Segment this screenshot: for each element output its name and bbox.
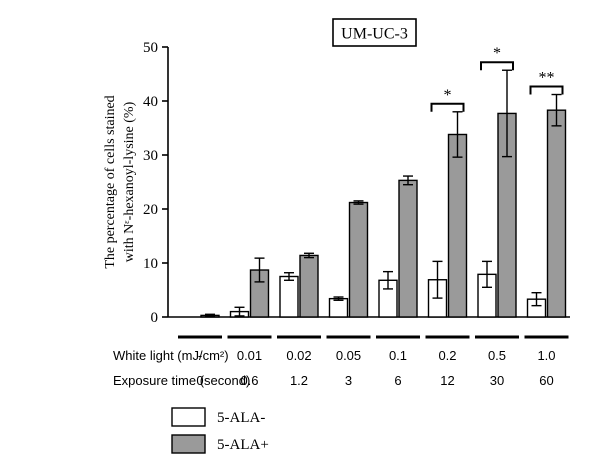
bar-ala-plus-5: [447, 133, 468, 318]
exposure-time-value-4: 6: [394, 373, 401, 388]
y-tick-label-3: 30: [143, 148, 158, 164]
exposure-time-value-2: 1.2: [290, 373, 308, 388]
exposure-time-value-0: 0: [196, 373, 203, 388]
white-light-value-1: 0.01: [237, 348, 262, 363]
y-axis: 0 10 20 30 40 50: [143, 40, 169, 326]
y-tick-label-4: 40: [143, 94, 158, 110]
legend-swatch-1: [171, 434, 206, 454]
legend-label-0: 5-ALA-: [217, 410, 265, 426]
bar-ala-plus-3: [348, 201, 369, 318]
white-light-value-5: 0.2: [438, 348, 456, 363]
significance-bracket-1: [480, 61, 514, 71]
chart-title: UM-UC-3: [341, 26, 408, 43]
y-axis-label-line-1: The percentage of cells stained: [103, 95, 118, 268]
significance-label-0: *: [444, 87, 452, 104]
y-tick-label-5: 50: [143, 40, 158, 56]
legend-label-1: 5-ALA+: [217, 437, 269, 453]
error-bars: [205, 69, 562, 318]
significance-bracket-2: [529, 85, 564, 95]
significance-bracket-0: [430, 102, 465, 112]
white-light-value-4: 0.1: [389, 348, 407, 363]
chart-title-box: UM-UC-3: [332, 18, 417, 47]
y-tick-label-2: 20: [143, 202, 158, 218]
y-axis-label: The percentage of cells stained with Nᵋ-…: [103, 95, 137, 268]
significance-label-1: *: [493, 45, 501, 62]
white-light-value-0: -: [198, 348, 202, 363]
legend-swatch-0: [171, 407, 206, 427]
white-light-value-6: 0.5: [488, 348, 506, 363]
white-light-value-2: 0.02: [286, 348, 311, 363]
exposure-time-row-label: Exposure time (second): [113, 373, 250, 388]
white-light-row-label: White light (mJ/cm²): [113, 348, 229, 363]
y-tick-label-1: 10: [143, 256, 158, 272]
legend: 5-ALA- 5-ALA+: [171, 407, 269, 454]
exposure-time-value-3: 3: [345, 373, 352, 388]
bar-ala-minus-3: [328, 297, 349, 318]
bars: [200, 109, 567, 318]
significance-markers: ****: [430, 45, 564, 112]
y-tick-label-0: 0: [151, 310, 159, 326]
bar-ala-plus-2: [299, 254, 319, 318]
exposure-time-value-5: 12: [440, 373, 454, 388]
bar-ala-minus-2: [279, 275, 299, 318]
y-axis-label-line-2: with Nᵋ-hexanoyl-lysine (%): [122, 101, 137, 262]
exposure-time-value-6: 30: [490, 373, 504, 388]
exposure-time-value-7: 60: [539, 373, 553, 388]
white-light-value-7: 1.0: [537, 348, 555, 363]
bar-ala-plus-7: [546, 109, 567, 318]
bar-ala-plus-4: [398, 179, 418, 318]
condition-table: White light (mJ/cm²) Exposure time (seco…: [113, 335, 569, 388]
white-light-value-3: 0.05: [336, 348, 361, 363]
exposure-time-value-1: 0.6: [240, 373, 258, 388]
significance-label-2: **: [539, 70, 555, 87]
